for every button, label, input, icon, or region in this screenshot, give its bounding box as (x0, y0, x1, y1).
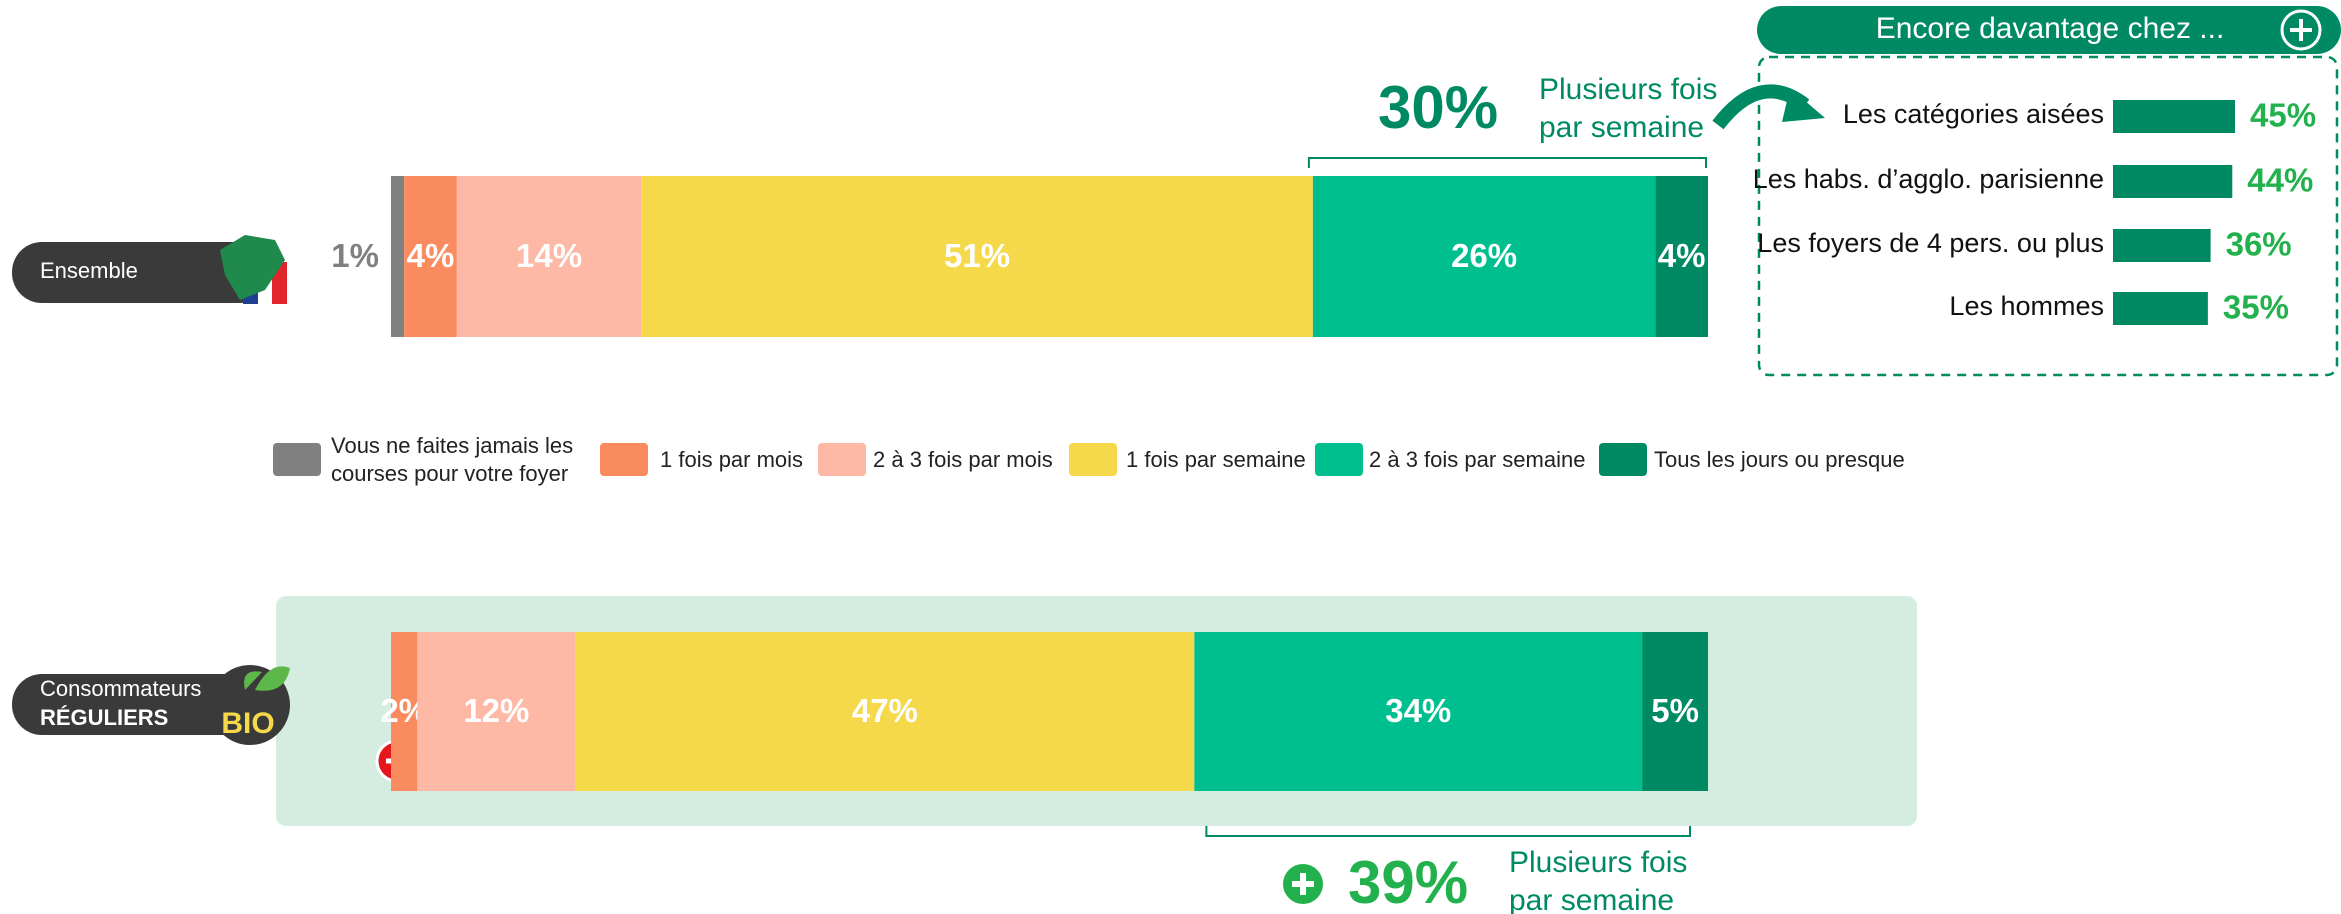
data-label: 5% (1651, 692, 1699, 729)
legend-label: 1 fois par mois (660, 447, 804, 472)
row-label: Consommateurs (40, 676, 201, 701)
bar-segment (575, 632, 1195, 791)
legend-label: Vous ne faites jamais les courses pour v… (331, 433, 574, 486)
france-icon (220, 235, 287, 304)
row-pill (12, 674, 269, 735)
legend-swatch (1069, 443, 1117, 476)
data-label: 51% (944, 237, 1010, 274)
bar (2113, 100, 2235, 133)
bar (2113, 165, 2233, 198)
leaf (244, 666, 290, 691)
bar-segment (417, 632, 576, 791)
bar-segment (641, 176, 1313, 337)
legend-swatch (1315, 443, 1363, 476)
data-label: 44% (2247, 162, 2313, 199)
category-label: Les habs. d’agglo. parisienne (1753, 164, 2104, 194)
legend-label: 2 à 3 fois par mois (873, 447, 1053, 472)
bar-segment (1194, 632, 1643, 791)
data-label: 34% (1385, 692, 1451, 729)
bar-segment (391, 176, 405, 337)
bar-segment (391, 632, 418, 791)
data-label: 4% (1658, 237, 1706, 274)
category-label: Les foyers de 4 pers. ou plus (1757, 228, 2104, 258)
bracket (1307, 157, 1707, 168)
plus-icon (2280, 9, 2322, 51)
bar (2113, 292, 2208, 325)
bar-segment (1312, 176, 1656, 337)
row-pill (12, 242, 269, 303)
annotation-text: Plusieurs fois par semaine (1509, 846, 1688, 914)
panel-title: Encore davantage chez ... (1876, 12, 2225, 45)
legend-label: 1 fois par semaine (1126, 447, 1306, 472)
data-label: 26% (1451, 237, 1517, 274)
data-label: 47% (852, 692, 918, 729)
legend-label: Tous les jours ou presque (1654, 447, 1905, 472)
legend-swatch (273, 443, 321, 476)
badge: BIO (221, 707, 274, 740)
data-label: 12% (463, 692, 529, 729)
data-label: 36% (2226, 226, 2292, 263)
data-label: 1% (331, 237, 379, 274)
bar-segment (456, 176, 642, 337)
arrow-head (1782, 88, 1825, 122)
annotation-value: 39% (1348, 849, 1468, 914)
bar-segment (1642, 632, 1708, 791)
plus-icon (2290, 19, 2312, 41)
bar (2113, 229, 2211, 262)
category-label: Les catégories aisées (1843, 99, 2104, 129)
category-label: Les hommes (1949, 291, 2104, 321)
bar-segment (404, 176, 457, 337)
row-label: Ensemble (40, 258, 138, 283)
data-label: 14% (516, 237, 582, 274)
annotation-text: Plusieurs fois par semaine (1539, 73, 1718, 144)
legend-swatch (600, 443, 648, 476)
legend-swatch (818, 443, 866, 476)
annotation-value: 30% (1378, 74, 1498, 141)
bar-segment (1655, 176, 1708, 337)
data-label: 45% (2250, 97, 2316, 134)
data-label: 4% (407, 237, 455, 274)
data-label: 35% (2223, 289, 2289, 326)
bracket (1205, 826, 1691, 837)
plus-icon (1283, 864, 1323, 904)
legend-swatch (1599, 443, 1647, 476)
legend-label: 2 à 3 fois par semaine (1369, 447, 1586, 472)
dashed-box (1757, 55, 2339, 377)
row-label: RÉGULIERS (40, 705, 168, 730)
panel-header (1757, 6, 2341, 54)
